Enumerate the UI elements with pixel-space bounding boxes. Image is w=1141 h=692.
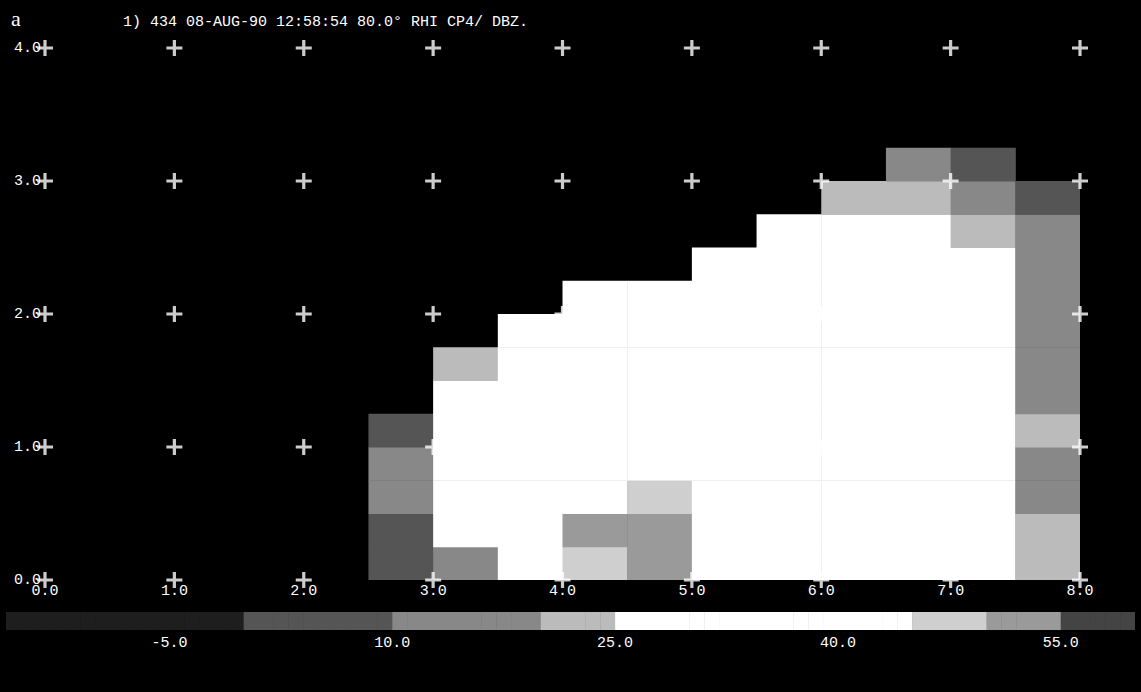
svg-text:40.0: 40.0 bbox=[820, 635, 856, 652]
svg-text:55.0: 55.0 bbox=[1043, 635, 1079, 652]
svg-text:0.0: 0.0 bbox=[31, 583, 59, 600]
svg-text:1) 434 08-AUG-90 12:58:54 80.0: 1) 434 08-AUG-90 12:58:54 80.0° RHI CP4/… bbox=[123, 14, 528, 31]
svg-text:2.0: 2.0 bbox=[14, 306, 41, 323]
svg-text:8.0: 8.0 bbox=[1066, 583, 1094, 600]
svg-text:1.0: 1.0 bbox=[14, 439, 41, 456]
svg-text:4.0: 4.0 bbox=[549, 583, 576, 600]
svg-text:3.0: 3.0 bbox=[14, 173, 41, 190]
svg-text:6.0: 6.0 bbox=[807, 583, 835, 600]
svg-text:4.0: 4.0 bbox=[14, 40, 41, 57]
svg-text:10.0: 10.0 bbox=[374, 635, 410, 652]
svg-text:7.0: 7.0 bbox=[937, 583, 965, 600]
svg-text:a: a bbox=[11, 6, 21, 31]
svg-text:2.0: 2.0 bbox=[290, 583, 318, 600]
svg-text:25.0: 25.0 bbox=[597, 635, 633, 652]
svg-text:0.0: 0.0 bbox=[14, 571, 41, 589]
svg-text:5.0: 5.0 bbox=[678, 583, 706, 600]
svg-text:3.0: 3.0 bbox=[419, 583, 447, 600]
svg-text:-5.0: -5.0 bbox=[151, 635, 187, 652]
svg-text:1.0: 1.0 bbox=[160, 583, 188, 600]
